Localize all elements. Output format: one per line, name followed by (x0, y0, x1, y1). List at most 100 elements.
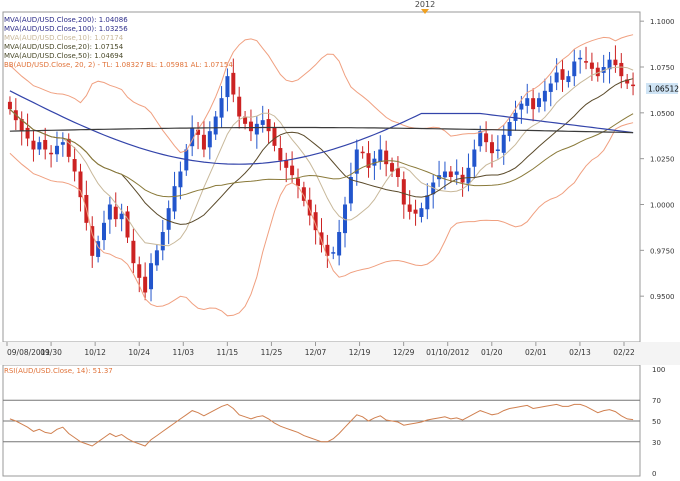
candles-group (7, 45, 636, 302)
candle-body (201, 134, 206, 150)
candle-body (448, 171, 453, 177)
candle-body (78, 171, 83, 198)
year-marker-icon (421, 9, 429, 14)
date-tick-label: 09/08/2011 (7, 348, 50, 357)
candle-body (395, 168, 400, 177)
candle-body (137, 264, 142, 278)
candle-body (37, 142, 42, 150)
date-tick-label: 11/03 (172, 348, 194, 357)
candle-body (231, 72, 236, 95)
candle-body (54, 145, 59, 155)
candle-body (149, 263, 154, 290)
price-tick-label: 0.9750 (650, 247, 675, 255)
candle-body (378, 149, 383, 162)
date-axis-strip (0, 342, 680, 365)
candle-body (107, 204, 112, 220)
candle-body (101, 222, 106, 241)
candle-body (595, 67, 600, 77)
candle-body (331, 252, 336, 254)
legend-rsi: RSI(AUD/USD.Close, 14): 51.37 (4, 367, 113, 375)
rsi-tick-label: 70 (652, 397, 661, 405)
candle-body (90, 226, 95, 256)
date-tick-label: 09/30 (40, 348, 62, 357)
candle-body (419, 208, 424, 217)
price-tick-label: 1.1000 (650, 18, 675, 26)
candle-body (72, 159, 77, 172)
candle-body (254, 123, 259, 135)
legend-mva-50: MVA(AUD/USD.Close,50): 1.04694 (4, 52, 124, 60)
candle-body (143, 276, 148, 293)
candle-body (554, 72, 559, 83)
last-price-box (646, 83, 678, 94)
candle-body (537, 98, 542, 107)
last-price-marker: 1.06512 (646, 83, 679, 94)
candle-body (625, 79, 630, 84)
candle-body (519, 103, 524, 110)
candle-body (390, 163, 395, 172)
candle-body (43, 139, 48, 150)
candle-body (301, 187, 306, 201)
candle-body (584, 61, 589, 63)
candle-body (542, 90, 547, 102)
candle-body (290, 165, 295, 176)
candle-body (466, 167, 471, 184)
candle-body (31, 140, 36, 150)
candle-body (125, 211, 130, 238)
date-tick-label: 02/13 (569, 348, 591, 357)
candle-body (284, 160, 289, 168)
candle-body (360, 151, 365, 154)
candle-body (384, 150, 389, 165)
rsi-tick-label: 100 (652, 366, 665, 374)
rsi-tick-label: 0 (652, 470, 656, 477)
candle-body (60, 142, 65, 145)
candle-body (631, 84, 636, 87)
candle-body (607, 59, 612, 70)
date-tick-label: 10/12 (84, 348, 106, 357)
candle-body (190, 127, 195, 147)
candle-body (442, 171, 447, 178)
candle-body (460, 174, 465, 183)
last-price-label: 1.06512 (648, 85, 679, 94)
candle-body (213, 116, 218, 135)
date-tick-label: 02/01 (525, 348, 547, 357)
candle-body (325, 244, 330, 256)
date-tick-label: 10/24 (128, 348, 150, 357)
candle-body (154, 250, 159, 266)
candle-body (337, 232, 342, 256)
date-tick-label: 01/20 (481, 348, 503, 357)
candle-body (66, 138, 71, 157)
candle-body (119, 213, 124, 220)
candle-body (166, 208, 171, 230)
candle-body (413, 209, 418, 214)
candle-body (207, 131, 212, 148)
year-marker-label: 2012 (415, 0, 435, 9)
candle-body (366, 153, 371, 168)
candle-body (160, 232, 165, 251)
candle-body (343, 204, 348, 234)
candle-body (49, 152, 54, 155)
mva-200-line (9, 126, 634, 134)
candle-body (196, 129, 201, 135)
candle-body (131, 240, 136, 264)
price-tick-label: 1.0750 (650, 64, 675, 72)
candle-body (96, 241, 101, 257)
candle-body (507, 122, 512, 136)
candle-body (425, 195, 430, 210)
candle-body (243, 116, 248, 124)
legend-mva-20: MVA(AUD/USD.Close,20): 1.07154 (4, 43, 124, 51)
legend-mva-200: MVA(AUD/USD.Close,200): 1.04086 (4, 16, 128, 24)
date-tick-label: 12/29 (393, 348, 415, 357)
candle-body (548, 83, 553, 92)
candle-body (248, 121, 253, 132)
mva-50-line (9, 108, 634, 198)
candle-body (601, 67, 606, 73)
candle-body (272, 127, 277, 146)
candle-body (560, 69, 565, 80)
candle-body (348, 177, 353, 204)
date-tick-label: 12/07 (305, 348, 327, 357)
price-tick-label: 1.0500 (650, 110, 675, 118)
candle-body (566, 76, 571, 83)
candle-body (225, 76, 230, 98)
candle-body (19, 119, 24, 132)
mva-100-line (9, 90, 634, 165)
